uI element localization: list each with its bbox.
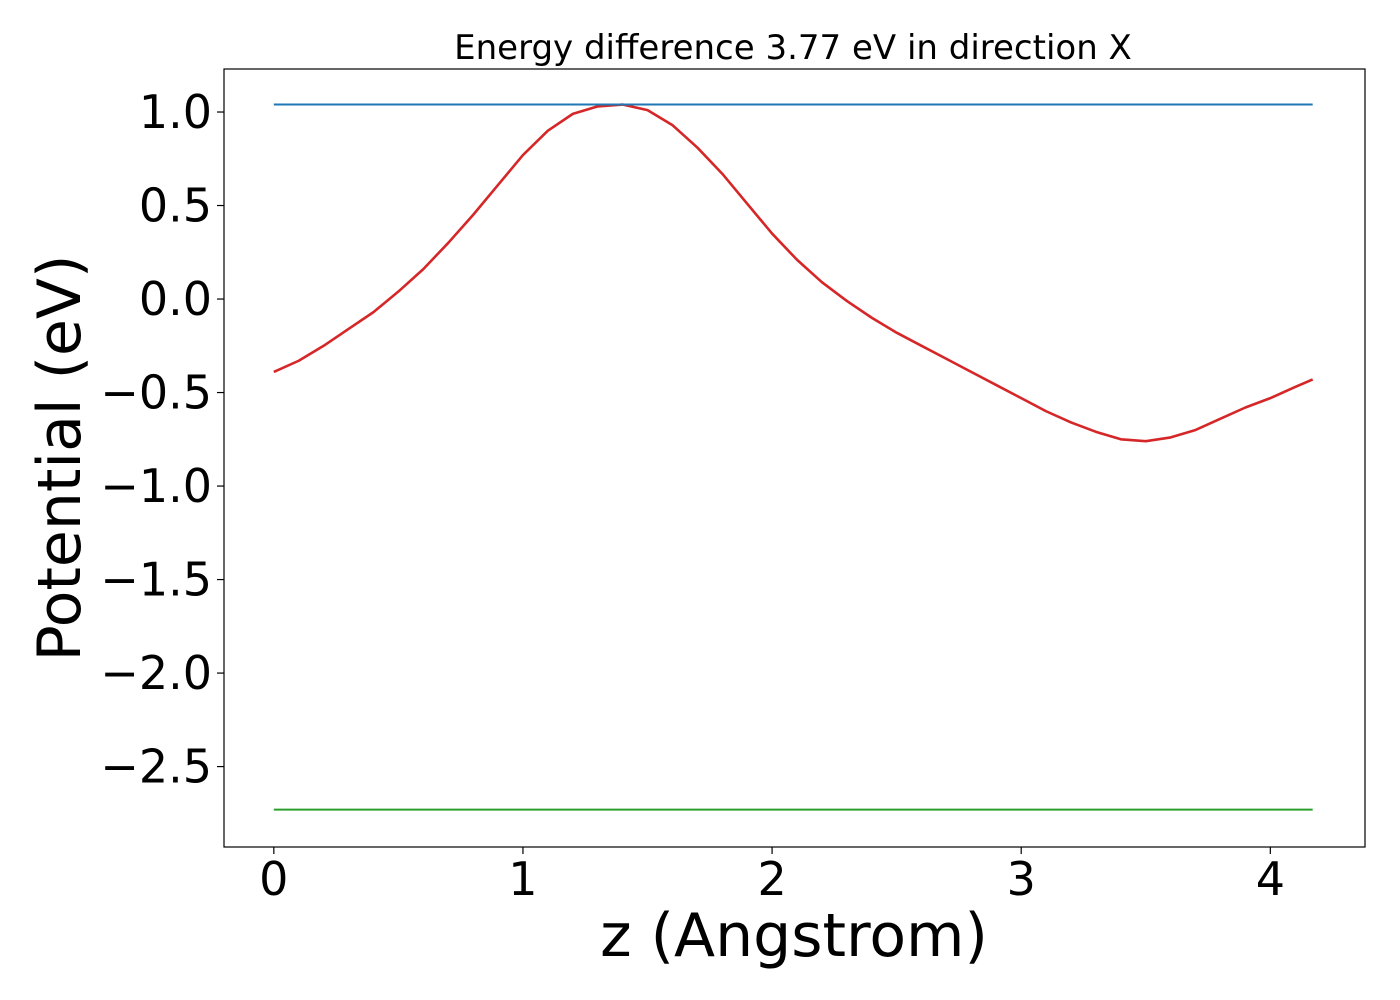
series-line-1 <box>273 103 1314 443</box>
y-axis: 1.0 0.5 0.0 −0.5 −1.0 −1.5 −2.0 −2.5 <box>100 85 224 794</box>
x-tick-label: 0 <box>259 852 288 906</box>
plot-area <box>273 103 1314 811</box>
chart-title: Energy difference 3.77 eV in direction X <box>454 28 1132 68</box>
y-tick-label: 0.5 <box>139 179 212 233</box>
x-tick-label: 4 <box>1256 852 1285 906</box>
x-tick-label: 1 <box>508 852 537 906</box>
y-tick-label: −0.5 <box>100 366 212 420</box>
y-tick-label: 0.0 <box>139 272 212 326</box>
x-tick-label: 3 <box>1007 852 1036 906</box>
y-tick-label: −1.0 <box>100 459 212 513</box>
y-tick-label: 1.0 <box>139 85 212 139</box>
y-tick-label: −1.5 <box>100 553 212 607</box>
plot-frame <box>223 68 1366 848</box>
x-tick-label: 2 <box>757 852 786 906</box>
y-axis-label: Potential (eV) <box>25 255 95 662</box>
x-axis-label: z (Angstrom) <box>600 901 988 971</box>
y-tick-label: −2.0 <box>100 646 212 700</box>
y-tick-label: −2.5 <box>100 740 212 794</box>
x-axis: 0 1 2 3 4 <box>259 847 1285 906</box>
